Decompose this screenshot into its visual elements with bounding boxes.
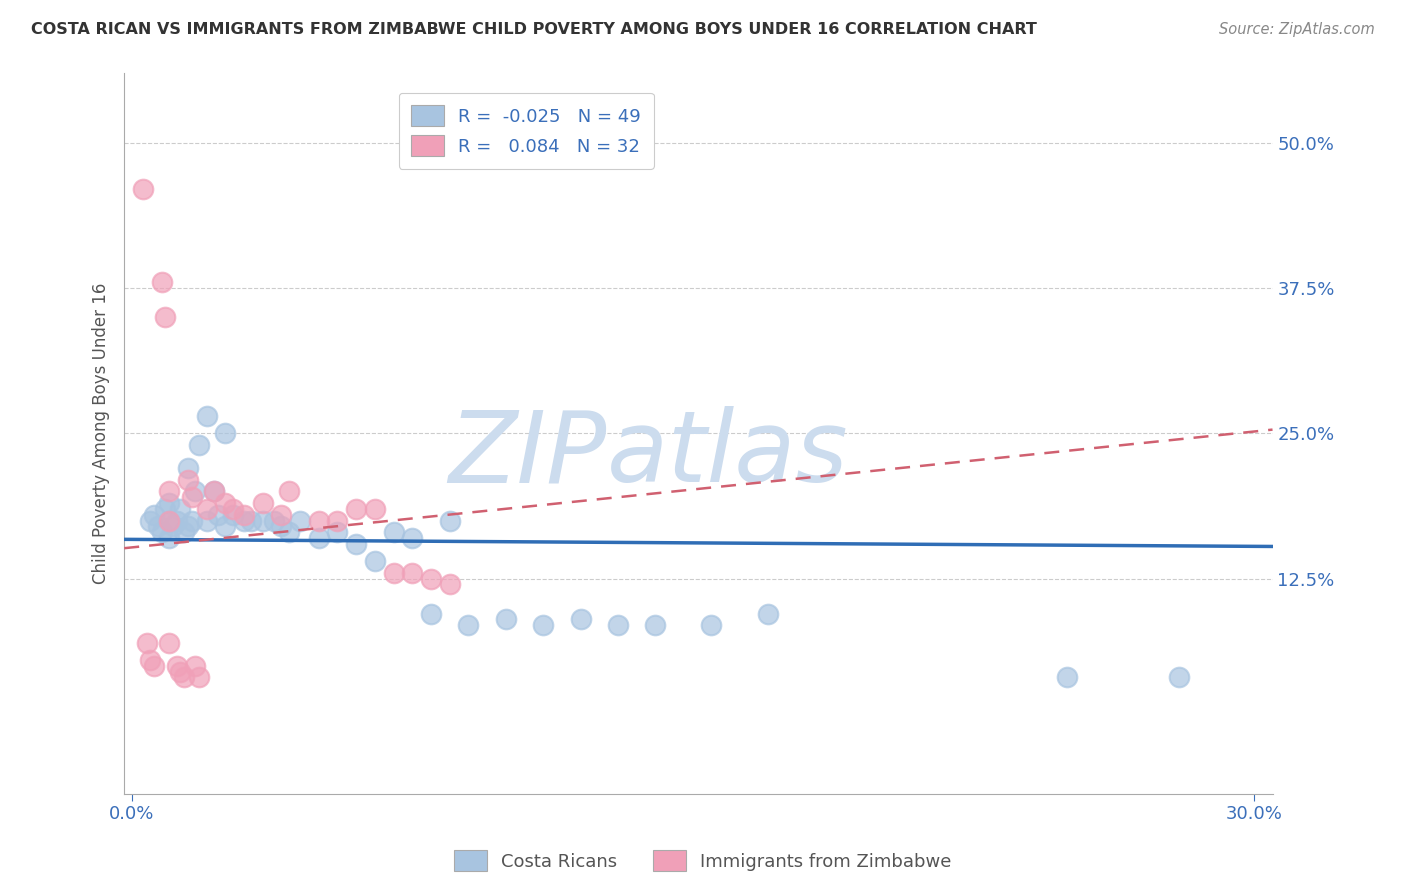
Point — [214, 519, 236, 533]
Point — [419, 607, 441, 621]
Point — [177, 519, 200, 533]
Point — [157, 635, 180, 649]
Point — [157, 531, 180, 545]
Point — [569, 612, 592, 626]
Point — [240, 514, 263, 528]
Point — [207, 508, 229, 522]
Point — [155, 310, 177, 324]
Point — [644, 618, 666, 632]
Point — [195, 409, 218, 423]
Point — [195, 501, 218, 516]
Point — [308, 514, 330, 528]
Point — [214, 496, 236, 510]
Point — [195, 514, 218, 528]
Point — [364, 501, 387, 516]
Point — [157, 496, 180, 510]
Point — [180, 490, 202, 504]
Point — [135, 635, 157, 649]
Point — [401, 531, 423, 545]
Point — [252, 514, 274, 528]
Text: COSTA RICAN VS IMMIGRANTS FROM ZIMBABWE CHILD POVERTY AMONG BOYS UNDER 16 CORREL: COSTA RICAN VS IMMIGRANTS FROM ZIMBABWE … — [31, 22, 1036, 37]
Legend: Costa Ricans, Immigrants from Zimbabwe: Costa Ricans, Immigrants from Zimbabwe — [447, 843, 959, 879]
Point — [263, 514, 285, 528]
Point — [439, 577, 461, 591]
Point — [401, 566, 423, 580]
Point — [143, 508, 166, 522]
Point — [162, 519, 184, 533]
Point — [188, 670, 211, 684]
Point — [150, 525, 173, 540]
Y-axis label: Child Poverty Among Boys Under 16: Child Poverty Among Boys Under 16 — [93, 283, 110, 584]
Point — [756, 607, 779, 621]
Point — [214, 426, 236, 441]
Text: Source: ZipAtlas.com: Source: ZipAtlas.com — [1219, 22, 1375, 37]
Point — [143, 658, 166, 673]
Point — [180, 514, 202, 528]
Point — [1056, 670, 1078, 684]
Point — [139, 653, 162, 667]
Point — [150, 275, 173, 289]
Point — [177, 473, 200, 487]
Point — [277, 484, 299, 499]
Point — [326, 525, 349, 540]
Point — [270, 508, 292, 522]
Point — [202, 484, 225, 499]
Point — [700, 618, 723, 632]
Point — [146, 519, 169, 533]
Point — [457, 618, 479, 632]
Point — [531, 618, 554, 632]
Point — [157, 484, 180, 499]
Text: atlas: atlas — [606, 407, 848, 503]
Point — [232, 514, 254, 528]
Point — [173, 670, 195, 684]
Point — [419, 572, 441, 586]
Point — [607, 618, 630, 632]
Point — [157, 514, 180, 528]
Point — [169, 501, 191, 516]
Point — [382, 525, 405, 540]
Point — [184, 484, 207, 499]
Point — [344, 501, 367, 516]
Text: ZIP: ZIP — [449, 407, 606, 503]
Point — [277, 525, 299, 540]
Point — [382, 566, 405, 580]
Point — [202, 484, 225, 499]
Legend: R =  -0.025   N = 49, R =   0.084   N = 32: R = -0.025 N = 49, R = 0.084 N = 32 — [399, 93, 654, 169]
Point — [221, 501, 243, 516]
Point — [166, 658, 188, 673]
Point — [439, 514, 461, 528]
Point — [132, 182, 155, 196]
Point — [326, 514, 349, 528]
Point — [155, 501, 177, 516]
Point — [169, 665, 191, 679]
Point — [177, 461, 200, 475]
Point — [157, 514, 180, 528]
Point — [139, 514, 162, 528]
Point — [184, 658, 207, 673]
Point — [166, 514, 188, 528]
Point — [173, 525, 195, 540]
Point — [1168, 670, 1191, 684]
Point — [364, 554, 387, 568]
Point — [344, 537, 367, 551]
Point — [221, 508, 243, 522]
Point — [495, 612, 517, 626]
Point — [308, 531, 330, 545]
Point — [252, 496, 274, 510]
Point — [232, 508, 254, 522]
Point — [288, 514, 311, 528]
Point — [270, 519, 292, 533]
Point — [188, 438, 211, 452]
